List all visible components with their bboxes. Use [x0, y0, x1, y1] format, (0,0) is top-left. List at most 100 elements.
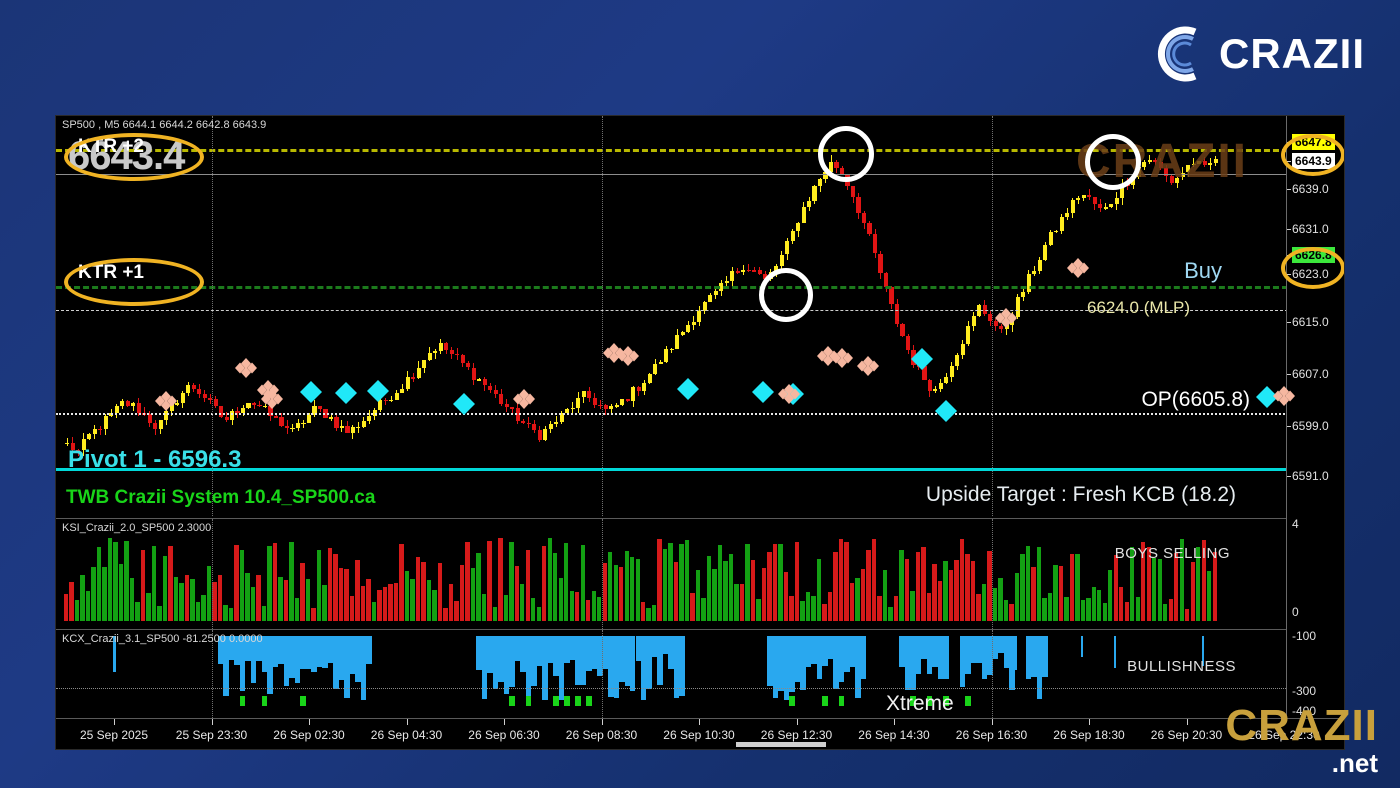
ksi-histogram-bar [767, 551, 772, 621]
candle-wick [660, 360, 662, 365]
candlestick [894, 116, 900, 516]
kcx-signal-bar [586, 696, 592, 706]
ksi-histogram-bar [915, 551, 921, 621]
ksi-histogram-bar [107, 538, 113, 621]
ksi-histogram-bar [151, 545, 157, 621]
kcx-area-bar [575, 636, 581, 685]
ksi-histogram-bar [558, 577, 563, 621]
candle-body [219, 406, 224, 418]
candlestick [295, 116, 301, 516]
ksi-histogram-bar [1097, 589, 1102, 621]
ksi-histogram-bar [377, 589, 382, 621]
candlestick [570, 116, 575, 516]
candlestick [960, 116, 965, 516]
candlestick [328, 116, 334, 516]
ksi-histogram-bar [734, 583, 739, 621]
indicator-tick-neg100: -100 [1292, 629, 1317, 643]
candlestick [504, 116, 509, 516]
ksi-histogram-bar [426, 579, 432, 621]
candle-body [224, 417, 229, 421]
candle-body [817, 178, 823, 186]
candle-wick [412, 372, 414, 382]
candle-body [416, 367, 421, 378]
candlestick [943, 116, 949, 516]
price-axis[interactable]: 6647.8 6643.9 6639.0 6631.0 6626.8 6623.0 6615… [1281, 116, 1344, 718]
candle-body [510, 407, 515, 409]
candlestick [888, 116, 894, 516]
kcx-area-bar [1036, 636, 1043, 699]
crazii-arc-icon [1155, 26, 1207, 82]
candle-body [872, 234, 878, 254]
ksi-histogram-bar [1080, 600, 1085, 621]
ksi-histogram-bar [96, 546, 102, 621]
candle-body [598, 404, 603, 407]
candle-body [938, 382, 943, 389]
candlestick [701, 116, 707, 516]
horizontal-scrollbar[interactable] [736, 742, 826, 747]
candle-body [1087, 194, 1092, 198]
candle-body [70, 442, 75, 451]
ksi-histogram-bar [217, 574, 223, 621]
grid-line-vertical [211, 519, 213, 629]
ksi-histogram-bar [74, 599, 80, 621]
candle-body [960, 344, 965, 356]
ksi-histogram-bar [723, 560, 728, 621]
candlestick [262, 116, 268, 516]
kcx-area-bar [838, 636, 845, 683]
ksi-histogram-bar [866, 549, 871, 621]
candle-body [691, 321, 696, 325]
candle-body [735, 271, 740, 273]
candle-wick [737, 268, 739, 275]
kcx-area-bar [569, 636, 576, 661]
ksi-histogram-bar [437, 563, 443, 621]
candlestick [432, 116, 438, 516]
kcx-area-bar [921, 636, 927, 659]
sell-signal-diamond [778, 383, 800, 405]
grid-line-vertical [211, 630, 213, 718]
ksi-histogram-bar [69, 582, 74, 621]
ksi-histogram-bar [327, 547, 333, 621]
candlestick [361, 116, 366, 516]
candle-body [477, 379, 482, 381]
kcx-area-bar [976, 636, 982, 663]
candle-body [81, 438, 86, 451]
candlestick [251, 116, 257, 516]
ksi-histogram-bar [536, 606, 541, 621]
sell-signal-diamond [617, 345, 639, 367]
candlestick [1037, 116, 1042, 516]
candlestick [817, 116, 823, 516]
ksi-histogram-bar [910, 591, 915, 621]
candle-body [433, 350, 438, 353]
kcx-indicator-pane[interactable]: KCX_Crazii_3.1_SP500 -81.2500 0.0000 BUL… [56, 629, 1288, 718]
ksi-histogram-bar [179, 583, 184, 621]
candle-body [620, 399, 625, 405]
candlestick [1169, 116, 1174, 516]
candlestick [581, 116, 586, 516]
candle-body [702, 301, 707, 312]
grid-line-vertical [991, 630, 993, 718]
candlestick [531, 116, 537, 516]
ksi-indicator-pane[interactable]: KSI_Crazii_2.0_SP500 2.3000 BOYS SELLING [56, 518, 1288, 629]
indicator-tick-4: 4 [1292, 517, 1299, 531]
candle-body [636, 386, 641, 391]
candle-body [1076, 198, 1081, 200]
ksi-histogram-bar [954, 559, 959, 621]
candlestick [965, 116, 971, 516]
ksi-histogram-bar [305, 578, 311, 621]
candlestick [899, 116, 905, 516]
candlestick [971, 116, 976, 516]
time-axis[interactable]: 25 Sep 2025 25 Sep 23:30 26 Sep 02:30 26 Se… [56, 718, 1344, 749]
candlestick [625, 116, 630, 516]
candlestick [542, 116, 548, 516]
chart-window[interactable]: CRAZII SP500 , M5 6644.1 6644.2 6642.8 6… [55, 115, 1345, 750]
kcx-area-bar [822, 636, 828, 667]
candlestick [1119, 116, 1125, 516]
price-pane[interactable]: CRAZII SP500 , M5 6644.1 6644.2 6642.8 6… [56, 116, 1295, 516]
candle-body [493, 390, 498, 395]
candlestick [284, 116, 290, 516]
candle-body [785, 241, 790, 255]
kcx-area-bar [349, 636, 356, 674]
candlestick [641, 116, 647, 516]
candle-body [460, 355, 465, 363]
candlestick [592, 116, 597, 516]
